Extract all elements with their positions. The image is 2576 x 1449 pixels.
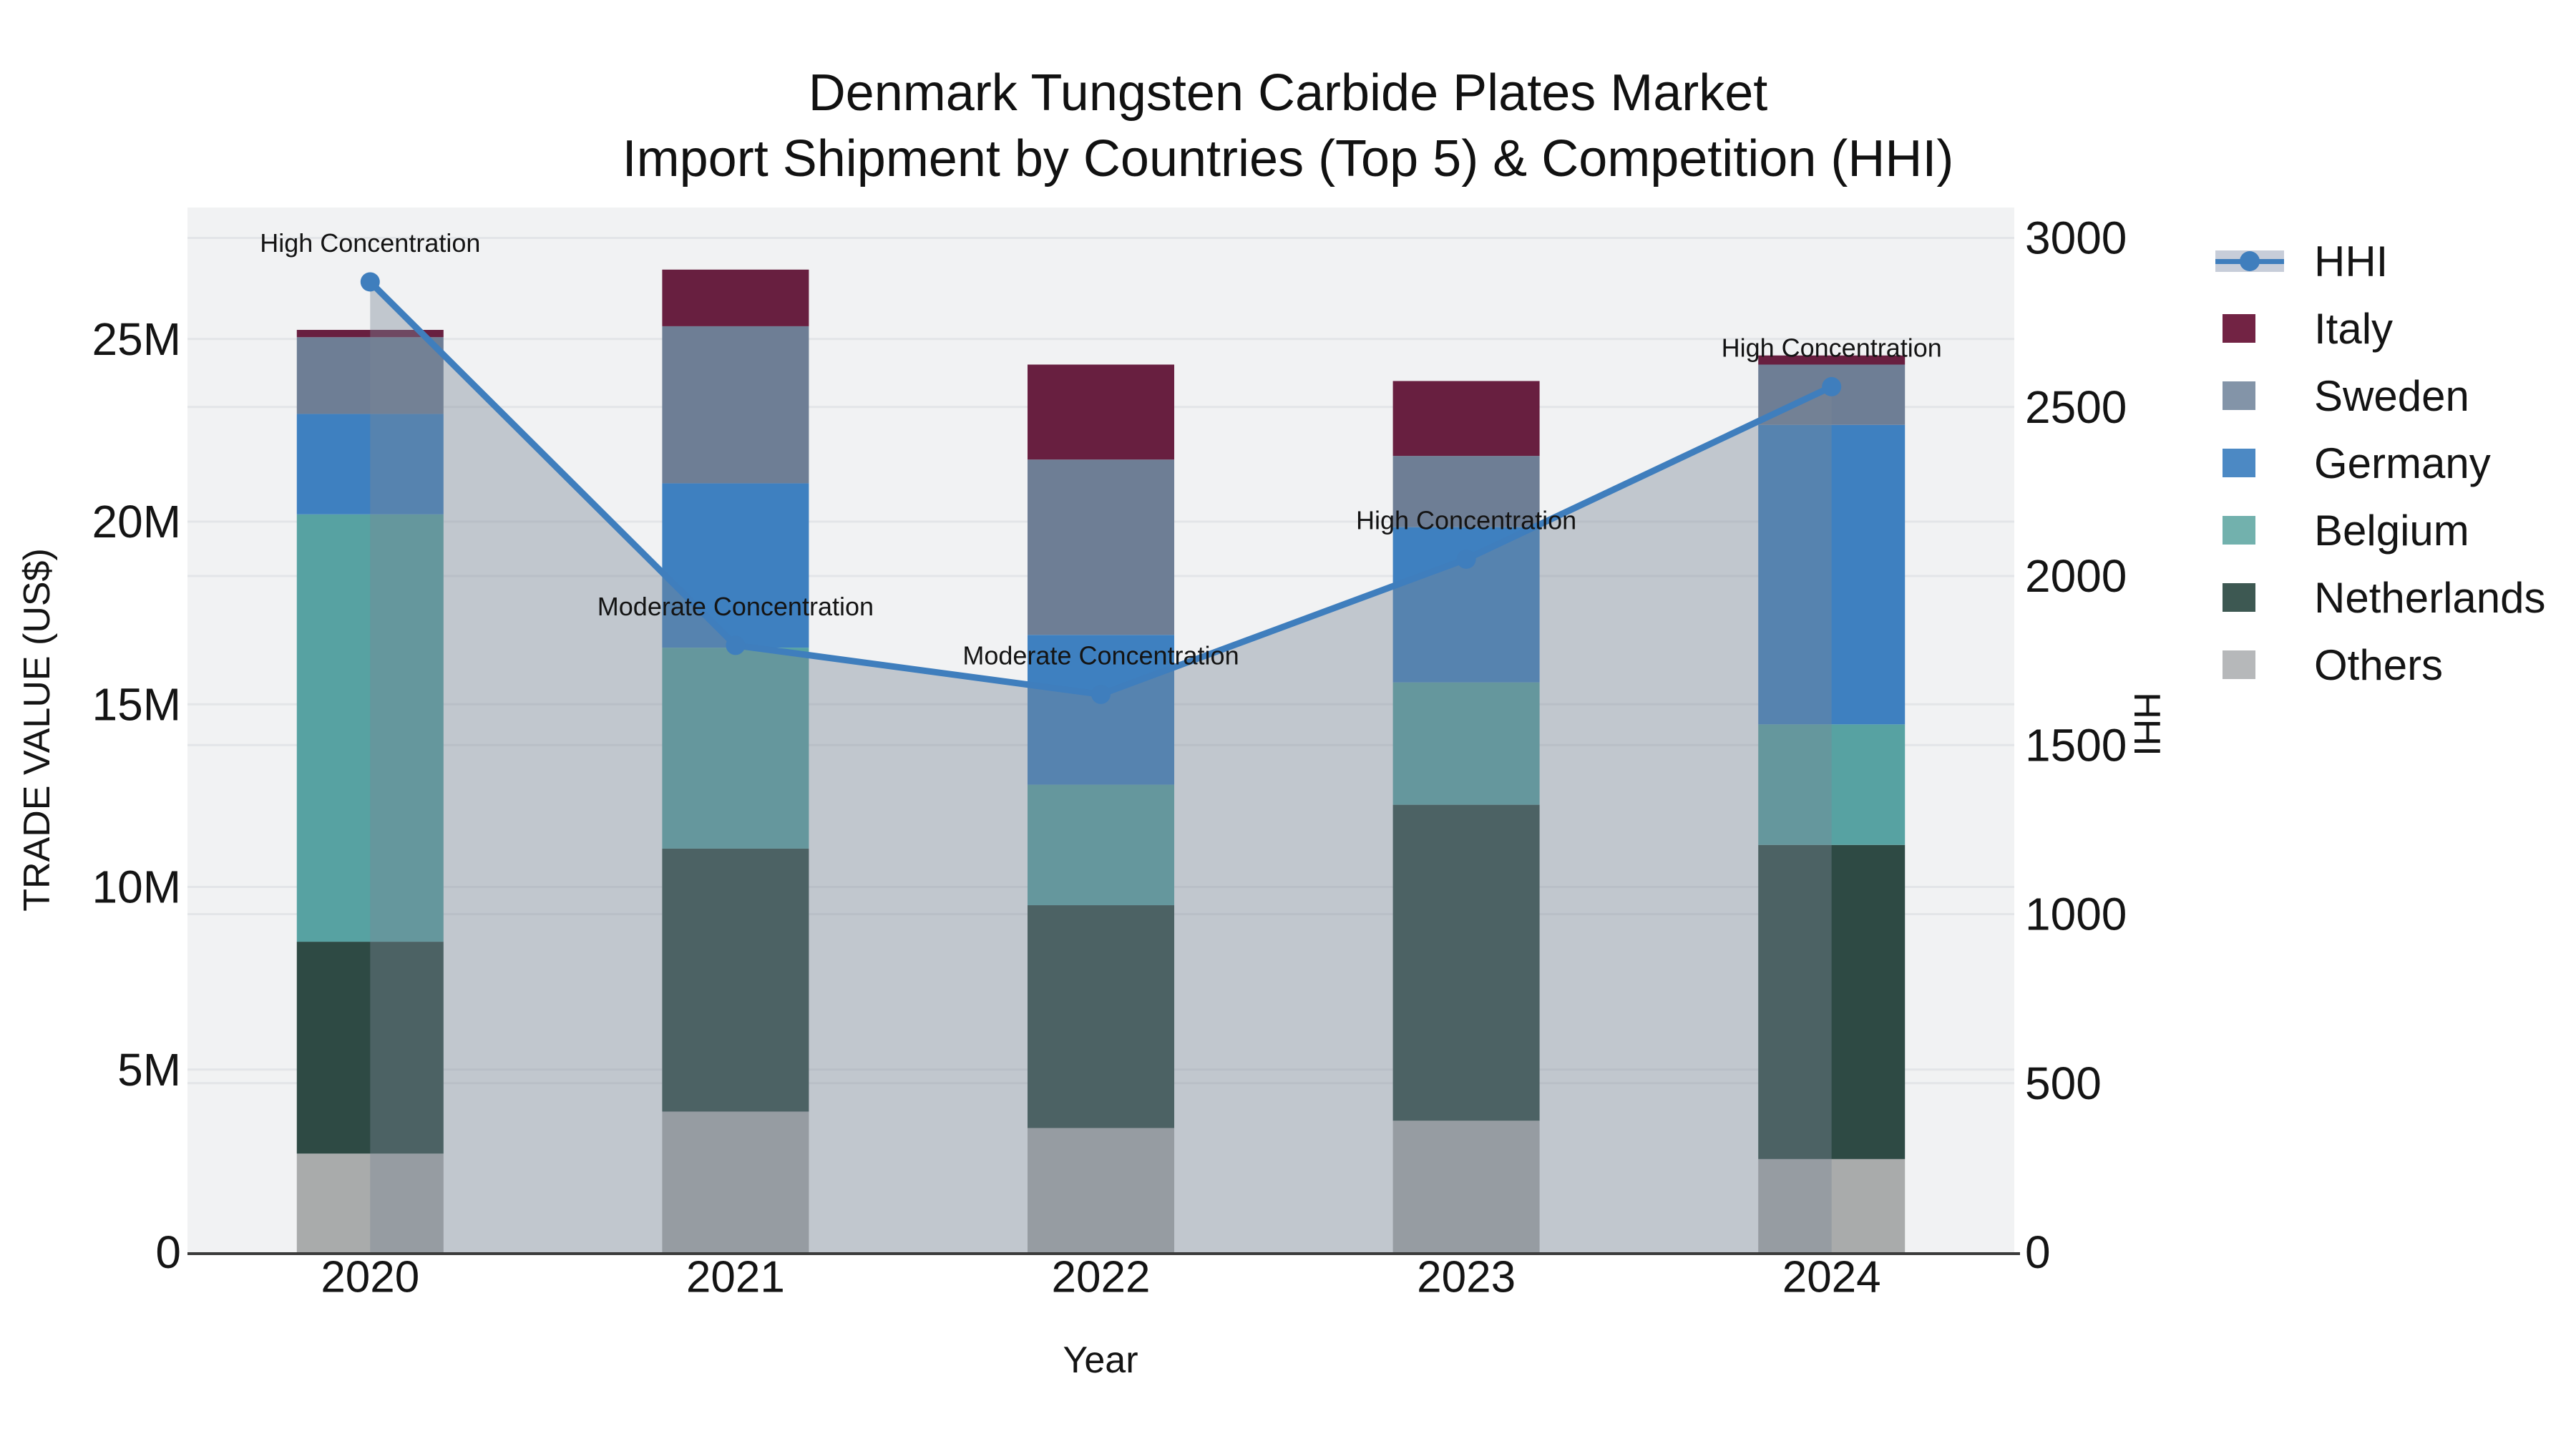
y-right-tick-500: 500 bbox=[2025, 1058, 2102, 1109]
legend-label: Others bbox=[2314, 640, 2444, 689]
bar-germany-2021[interactable] bbox=[662, 483, 809, 648]
y-right-tick-0: 0 bbox=[2025, 1226, 2051, 1278]
legend-item-others[interactable]: Others bbox=[2215, 631, 2546, 698]
y-right-tick-2000: 2000 bbox=[2025, 550, 2127, 602]
x-tick-2024: 2024 bbox=[1782, 1253, 1881, 1302]
hhi-marker-2021[interactable] bbox=[726, 635, 746, 655]
bar-italy-2023[interactable] bbox=[1392, 381, 1540, 457]
legend: HHI Italy Sweden Germany Belgium Netherlands O… bbox=[2215, 228, 2546, 698]
y-left-tick-5M: 5M bbox=[117, 1044, 181, 1096]
x-tick-2023: 2023 bbox=[1417, 1253, 1516, 1302]
bar-others-2020[interactable] bbox=[296, 1153, 444, 1252]
legend-swatch-icon bbox=[2215, 650, 2287, 679]
bar-italy-2020[interactable] bbox=[296, 330, 444, 338]
bar-others-2023[interactable] bbox=[1392, 1121, 1540, 1252]
y-right-tick-1500: 1500 bbox=[2025, 719, 2127, 771]
chart-title-line1: Denmark Tungsten Carbide Plates Market bbox=[808, 64, 1768, 122]
hhi-marker-2023[interactable] bbox=[1456, 549, 1476, 569]
legend-item-germany[interactable]: Germany bbox=[2215, 429, 2546, 497]
hhi-marker-2020[interactable] bbox=[360, 272, 380, 292]
legend-label: Netherlands bbox=[2314, 573, 2546, 622]
legend-item-netherlands[interactable]: Netherlands bbox=[2215, 564, 2546, 631]
bar-belgium-2023[interactable] bbox=[1392, 682, 1540, 805]
legend-swatch-icon bbox=[2215, 516, 2287, 545]
annotation-2020: High Concentration bbox=[260, 228, 480, 258]
bar-belgium-2020[interactable] bbox=[296, 514, 444, 942]
y-axis-title-left: TRADE VALUE (US$) bbox=[16, 548, 58, 912]
bar-belgium-2024[interactable] bbox=[1758, 724, 1906, 845]
legend-label: Italy bbox=[2314, 304, 2394, 353]
bar-belgium-2021[interactable] bbox=[662, 648, 809, 849]
bar-netherlands-2022[interactable] bbox=[1028, 905, 1174, 1128]
y-left-tick-25M: 25M bbox=[92, 313, 182, 365]
chart-title-line2: Import Shipment by Countries (Top 5) & C… bbox=[622, 130, 1954, 187]
y-right-tick-1000: 1000 bbox=[2025, 889, 2127, 940]
legend-item-hhi[interactable]: HHI bbox=[2215, 228, 2546, 295]
bar-others-2022[interactable] bbox=[1028, 1128, 1174, 1252]
hhi-line-icon bbox=[2215, 250, 2287, 272]
y-right-tick-2500: 2500 bbox=[2025, 381, 2127, 433]
bar-sweden-2020[interactable] bbox=[296, 337, 444, 414]
legend-swatch-icon bbox=[2215, 583, 2287, 612]
hhi-marker-2022[interactable] bbox=[1091, 684, 1111, 704]
bar-belgium-2022[interactable] bbox=[1028, 784, 1174, 906]
annotation-2022: Moderate Concentration bbox=[962, 640, 1239, 670]
annotation-2021: Moderate Concentration bbox=[597, 592, 874, 621]
bar-italy-2024[interactable] bbox=[1758, 355, 1906, 365]
bar-germany-2024[interactable] bbox=[1758, 424, 1906, 725]
y-left-tick-0: 0 bbox=[155, 1226, 181, 1278]
x-axis-title: Year bbox=[1063, 1340, 1138, 1381]
bar-netherlands-2023[interactable] bbox=[1392, 804, 1540, 1121]
legend-item-italy[interactable]: Italy bbox=[2215, 295, 2546, 362]
hhi-area-fill bbox=[370, 281, 1832, 1252]
y-left-tick-20M: 20M bbox=[92, 496, 182, 547]
legend-swatch-icon bbox=[2215, 381, 2287, 410]
x-tick-2021: 2021 bbox=[686, 1253, 785, 1302]
y-left-tick-10M: 10M bbox=[92, 862, 182, 913]
legend-label: Sweden bbox=[2314, 371, 2469, 420]
legend-item-sweden[interactable]: Sweden bbox=[2215, 362, 2546, 429]
legend-item-belgium[interactable]: Belgium bbox=[2215, 497, 2546, 564]
bar-germany-2020[interactable] bbox=[296, 414, 444, 514]
legend-label: Belgium bbox=[2314, 506, 2469, 555]
bar-netherlands-2024[interactable] bbox=[1758, 844, 1906, 1159]
annotation-2023: High Concentration bbox=[1356, 505, 1576, 535]
bar-others-2024[interactable] bbox=[1758, 1158, 1906, 1252]
x-tick-2022: 2022 bbox=[1052, 1253, 1151, 1302]
bar-italy-2022[interactable] bbox=[1028, 364, 1174, 460]
hhi-marker-2024[interactable] bbox=[1822, 376, 1842, 396]
legend-label: HHI bbox=[2314, 237, 2389, 286]
bar-germany-2022[interactable] bbox=[1028, 635, 1174, 785]
y-left-tick-15M: 15M bbox=[92, 678, 182, 730]
bar-sweden-2022[interactable] bbox=[1028, 459, 1174, 635]
legend-swatch-icon bbox=[2215, 449, 2287, 477]
bar-italy-2021[interactable] bbox=[662, 269, 809, 326]
chart-title: Denmark Tungsten Carbide Plates Market I… bbox=[0, 60, 2576, 192]
y-right-tick-3000: 3000 bbox=[2025, 213, 2127, 264]
bar-netherlands-2020[interactable] bbox=[296, 942, 444, 1154]
bar-others-2021[interactable] bbox=[662, 1111, 809, 1252]
x-tick-2020: 2020 bbox=[321, 1253, 419, 1302]
bar-netherlands-2021[interactable] bbox=[662, 848, 809, 1112]
y-axis-title-right: HHI bbox=[2126, 692, 2167, 756]
legend-swatch-icon bbox=[2215, 314, 2287, 343]
legend-label: Germany bbox=[2314, 439, 2491, 487]
bar-sweden-2023[interactable] bbox=[1392, 456, 1540, 527]
annotation-2024: High Concentration bbox=[1722, 333, 1942, 362]
bar-sweden-2021[interactable] bbox=[662, 326, 809, 484]
